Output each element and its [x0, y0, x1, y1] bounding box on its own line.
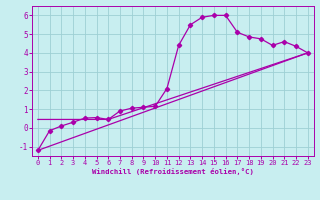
X-axis label: Windchill (Refroidissement éolien,°C): Windchill (Refroidissement éolien,°C) — [92, 168, 254, 175]
